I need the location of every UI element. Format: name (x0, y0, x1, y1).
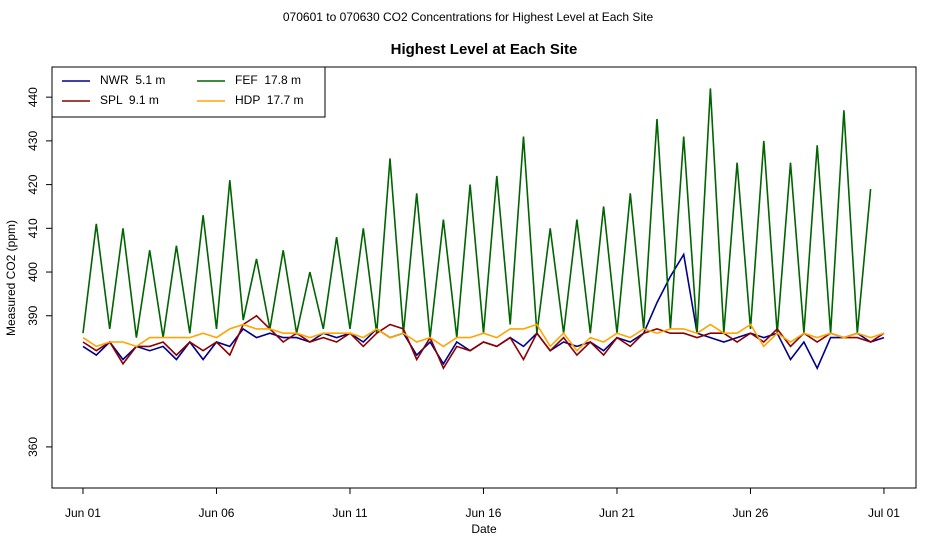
x-tick-label: Jun 01 (65, 506, 101, 520)
x-tick-label: Jun 26 (732, 506, 768, 520)
y-tick-label: 400 (26, 262, 40, 282)
legend-label: SPL 9.1 m (100, 93, 159, 107)
y-tick-label: 440 (26, 87, 40, 107)
y-tick-label: 430 (26, 131, 40, 151)
legend-label: NWR 5.1 m (100, 73, 165, 87)
y-tick-label: 420 (26, 174, 40, 194)
legend-box (51, 66, 326, 118)
y-tick-label: 390 (26, 305, 40, 325)
legend-label: FEF 17.8 m (235, 73, 301, 87)
plot-frame (51, 66, 917, 489)
x-axis-label: Date (471, 522, 497, 536)
x-tick-label: Jun 06 (198, 506, 234, 520)
series-line (82, 88, 872, 338)
series-line (82, 314, 885, 370)
y-tick-label: 410 (26, 218, 40, 238)
chart-subtitle: Highest Level at Each Site (391, 41, 578, 58)
legend-label: HDP 17.7 m (235, 93, 303, 107)
y-axis-label: Measured CO2 (ppm) (4, 220, 18, 336)
series-line (82, 323, 885, 352)
chart-title: 070601 to 070630 CO2 Concentrations for … (283, 10, 654, 24)
x-tick-label: Jul 01 (868, 506, 900, 520)
y-tick-label: 360 (26, 437, 40, 457)
x-tick-label: Jun 16 (465, 506, 501, 520)
x-tick-label: Jun 11 (332, 506, 367, 520)
x-tick-label: Jun 21 (599, 506, 635, 520)
